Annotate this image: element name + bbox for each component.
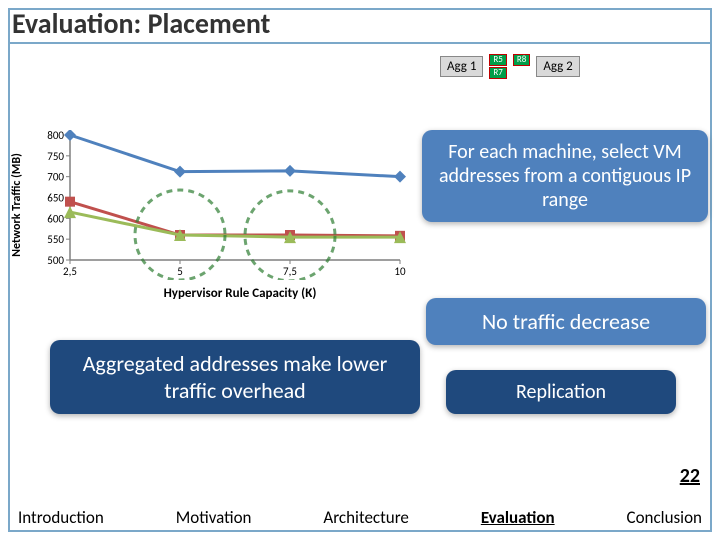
agg2-box: Agg 2 (536, 56, 579, 77)
svg-text:800: 800 (47, 130, 64, 142)
svg-text:500: 500 (47, 254, 64, 267)
chart: 500 550 600 650 700 750 800 2,5 5 7,5 10 (30, 130, 410, 280)
svg-text:700: 700 (47, 171, 64, 184)
callout-ip-range: For each machine, select VM addresses fr… (422, 130, 708, 222)
router-chip: R7 (489, 67, 506, 79)
svg-text:7,5: 7,5 (283, 265, 297, 278)
chart-svg: 500 550 600 650 700 750 800 2,5 5 7,5 10 (30, 130, 410, 280)
callout-aggregated: Aggregated addresses make lower traffic … (50, 340, 420, 414)
svg-text:650: 650 (47, 192, 64, 205)
y-axis-label: Network Traffic (MB) (10, 130, 24, 280)
footer-item-motivation[interactable]: Motivation (168, 507, 260, 528)
router-chip: R5 (489, 54, 506, 66)
svg-text:2,5: 2,5 (63, 265, 77, 278)
agg1-box: Agg 1 (440, 56, 483, 77)
page-number: 22 (680, 464, 700, 488)
slide-title: Evaluation: Placement (12, 6, 270, 41)
callout-replication: Replication (446, 370, 676, 414)
title-underline (10, 42, 710, 44)
x-axis-label: Hypervisor Rule Capacity (K) (110, 286, 370, 301)
router-stack: R5 R7 (489, 54, 506, 79)
svg-text:550: 550 (47, 233, 64, 246)
footer-item-intro[interactable]: Introduction (10, 507, 112, 528)
svg-text:600: 600 (47, 212, 64, 225)
footer-nav: Introduction Motivation Architecture Eva… (10, 507, 710, 528)
footer-item-conclusion[interactable]: Conclusion (619, 507, 710, 528)
svg-text:750: 750 (47, 150, 64, 163)
router-chip: R8 (513, 54, 530, 66)
svg-text:5: 5 (177, 265, 183, 278)
callout-no-decrease: No traffic decrease (426, 298, 706, 345)
footer-item-evaluation[interactable]: Evaluation (473, 507, 563, 528)
footer-item-architecture[interactable]: Architecture (315, 507, 416, 528)
svg-text:10: 10 (394, 265, 406, 278)
agg-diagram: Agg 1 R5 R7 R8 Agg 2 (440, 54, 580, 79)
